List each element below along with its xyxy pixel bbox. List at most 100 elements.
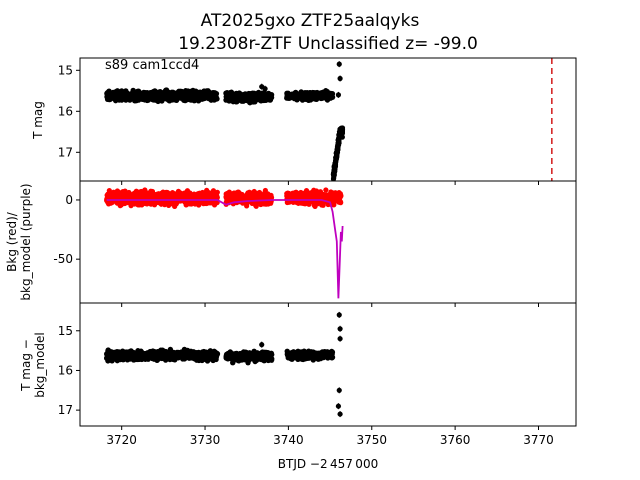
y-tick-label: -50 (53, 252, 73, 266)
data-point (311, 202, 317, 208)
x-tick-label: 3740 (273, 433, 304, 447)
data-point (183, 96, 190, 102)
data-point (246, 351, 252, 357)
data-point (300, 353, 307, 359)
series-points (103, 346, 336, 366)
data-point (124, 94, 130, 100)
x-tick-label: 3760 (440, 433, 471, 447)
data-point (261, 90, 268, 96)
data-point (132, 354, 138, 360)
data-point (174, 93, 181, 100)
y-tick-label: 16 (58, 104, 73, 118)
data-point (331, 170, 337, 176)
data-point (232, 353, 239, 359)
data-point (246, 97, 252, 104)
data-point (149, 92, 155, 99)
data-point (211, 94, 218, 100)
data-point (137, 93, 143, 100)
data-point (155, 349, 161, 355)
data-point (337, 199, 343, 205)
x-tick-label: 3750 (356, 433, 387, 447)
data-point (314, 190, 321, 196)
data-point (336, 132, 342, 138)
plot-area (104, 187, 344, 299)
data-point (244, 355, 251, 362)
data-point (247, 194, 253, 201)
data-point (169, 195, 175, 201)
data-point (117, 352, 123, 358)
data-point (173, 199, 179, 205)
panel-mag-minus-bkg: 15 16 17 3720 3730 3740 3750 3760 3770 T mag −bkg… (19, 302, 577, 447)
data-point (180, 92, 186, 99)
data-point (338, 128, 344, 134)
data-point (234, 190, 240, 196)
data-point (227, 92, 234, 98)
data-point (139, 202, 145, 208)
data-point (337, 193, 343, 199)
data-point (268, 350, 275, 357)
data-point (306, 190, 312, 196)
y-tick-label: 17 (58, 145, 73, 159)
data-point (286, 91, 292, 97)
y-tick-label: 15 (58, 324, 73, 338)
data-point (302, 190, 308, 196)
data-point (192, 192, 198, 198)
data-point (145, 350, 152, 357)
data-point (323, 94, 329, 101)
data-point (256, 93, 263, 99)
data-point (230, 359, 236, 366)
data-point (336, 140, 342, 146)
data-point (323, 88, 329, 94)
plot-area (104, 58, 553, 181)
data-point (114, 93, 120, 99)
data-point (119, 193, 125, 200)
data-point (320, 354, 327, 361)
data-point (252, 357, 258, 363)
data-point (229, 196, 236, 202)
data-point (328, 189, 334, 195)
data-point (305, 97, 312, 104)
data-point (299, 200, 305, 206)
data-point (123, 195, 130, 201)
series-points (104, 87, 336, 106)
data-point (182, 350, 188, 356)
data-point (197, 192, 203, 198)
panel-background: 0 -50 Bkg (red)/bkg_model (purple) (5, 180, 577, 307)
data-point (136, 353, 142, 359)
x-tick-label: 3770 (523, 433, 554, 447)
series-points (104, 187, 344, 210)
y-tick-label: 15 (58, 63, 73, 77)
data-point (112, 97, 119, 104)
x-tick-label: 3720 (106, 433, 137, 447)
data-point (331, 202, 337, 208)
data-point (233, 93, 240, 99)
data-point (292, 90, 299, 96)
data-point (106, 201, 112, 207)
data-point (167, 91, 173, 97)
data-point (148, 188, 154, 194)
data-point (206, 353, 212, 360)
data-point (211, 190, 217, 196)
data-point (194, 95, 200, 101)
data-point (333, 155, 339, 161)
data-point (211, 353, 217, 359)
data-point (205, 194, 211, 200)
data-point (298, 189, 304, 196)
data-point (111, 351, 117, 357)
panel-annotation: s89 cam1ccd4 (105, 58, 199, 73)
data-point (163, 191, 169, 198)
data-point (105, 348, 111, 354)
data-point (199, 352, 206, 359)
data-point (299, 97, 306, 103)
data-point (214, 195, 220, 201)
data-point (249, 200, 255, 206)
data-point (296, 93, 303, 99)
data-point (182, 354, 188, 361)
data-point (297, 194, 303, 200)
data-point (320, 202, 326, 208)
data-point (312, 90, 318, 96)
x-tick-label: 3730 (190, 433, 221, 447)
data-point (106, 187, 112, 194)
data-point (316, 94, 322, 101)
